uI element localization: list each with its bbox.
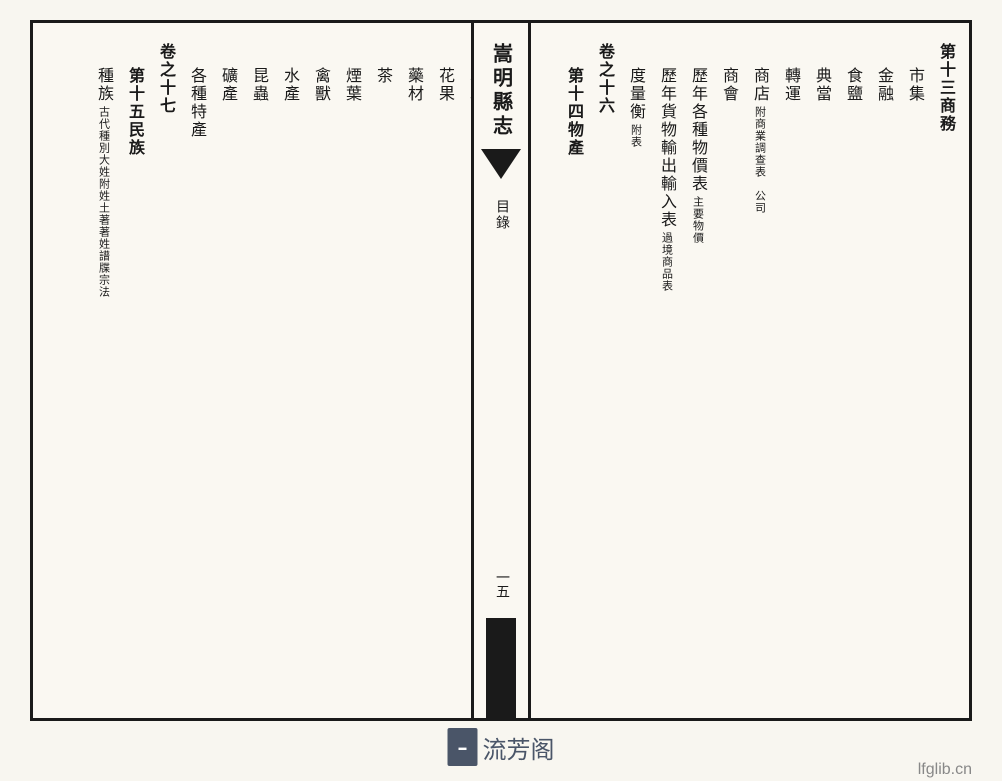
text-column: 食鹽 (838, 38, 866, 703)
column-sub-text: 古代種別大姓附姓土著著姓譜牒宗法 (98, 106, 109, 298)
text-column: 第十五民族 (120, 38, 148, 703)
column-main-text: 卷之十七 (157, 43, 173, 115)
spine-title: 嵩明縣志 (487, 43, 516, 139)
column-sub-text: 附商業調查表 公司 (754, 106, 765, 214)
column-main-text: 種族 (95, 67, 111, 103)
text-column: 昆蟲 (244, 38, 272, 703)
left-columns: 草木不知名者不載 附薪炭花果藥材茶煙葉禽獸水產昆蟲礦產各種特產卷之十七第十五民族… (43, 38, 489, 703)
spine-page-number: 一五 (491, 570, 511, 598)
spine-section: 目錄 (491, 199, 511, 231)
column-main-text: 第十五民族 (126, 67, 142, 157)
column-main-text: 食鹽 (844, 67, 860, 103)
right-columns: 第十三商務市集金融食鹽典當轉運商店附商業調查表 公司商會歷年各種物價表主要物價歷… (513, 38, 959, 703)
text-column: 第十四物產 (559, 38, 587, 703)
watermark-url: lfglib.cn (918, 761, 972, 779)
text-column: 煙葉 (337, 38, 365, 703)
spine-marker (481, 149, 521, 179)
column-main-text: 第十三商務 (937, 43, 953, 133)
left-page: 草木不知名者不載 附薪炭花果藥材茶煙葉禽獸水產昆蟲礦產各種特產卷之十七第十五民族… (30, 20, 501, 721)
column-main-text: 歷年貨物輸出輸入表 (658, 67, 674, 229)
column-main-text: 歷年各種物價表 (689, 67, 705, 193)
text-column: 典當 (807, 38, 835, 703)
column-main-text: 度量衡 (627, 67, 643, 121)
spine-bottom-bar (486, 618, 516, 718)
text-column: 歷年各種物價表主要物價 (683, 38, 711, 703)
text-column: 各種特產 (182, 38, 210, 703)
text-column: 水產 (275, 38, 303, 703)
text-column: 卷之十七 (151, 38, 179, 703)
text-column: 商店附商業調查表 公司 (745, 38, 773, 703)
column-main-text: 煙葉 (343, 67, 359, 103)
column-main-text: 典當 (813, 67, 829, 103)
watermark: ▬ 流芳阁 (448, 728, 555, 766)
text-column: 花果 (430, 38, 458, 703)
column-sub-text: 過境商品表 (661, 232, 672, 292)
text-column: 藥材 (399, 38, 427, 703)
column-main-text: 市集 (906, 67, 922, 103)
text-column: 種族古代種別大姓附姓土著著姓譜牒宗法 (89, 38, 117, 703)
watermark-text: 流芳阁 (483, 730, 555, 765)
column-main-text: 茶 (374, 67, 390, 85)
text-column: 茶 (368, 38, 396, 703)
column-main-text: 商店 (751, 67, 767, 103)
text-column: 卷之十六 (590, 38, 618, 703)
column-main-text: 水產 (281, 67, 297, 103)
text-column: 礦產 (213, 38, 241, 703)
text-column: 度量衡附表 (621, 38, 649, 703)
column-main-text: 禽獸 (312, 67, 328, 103)
text-column: 金融 (869, 38, 897, 703)
column-main-text: 藥材 (405, 67, 421, 103)
text-column: 第十三商務 (931, 38, 959, 703)
book-icon: ▬ (448, 728, 478, 766)
text-column: 轉運 (776, 38, 804, 703)
text-column: 商會 (714, 38, 742, 703)
book-spine: 嵩明縣志 目錄 一五 (471, 20, 531, 721)
column-sub-text: 附表 (630, 124, 641, 148)
column-main-text: 商會 (720, 67, 736, 103)
column-main-text: 花果 (436, 67, 452, 103)
column-main-text: 各種特產 (188, 67, 204, 139)
column-sub-text: 主要物價 (692, 196, 703, 244)
text-column: 歷年貨物輸出輸入表過境商品表 (652, 38, 680, 703)
column-main-text: 礦產 (219, 67, 235, 103)
column-main-text: 昆蟲 (250, 67, 266, 103)
column-main-text: 卷之十六 (596, 43, 612, 115)
column-main-text: 轉運 (782, 67, 798, 103)
right-page: 第十三商務市集金融食鹽典當轉運商店附商業調查表 公司商會歷年各種物價表主要物價歷… (501, 20, 972, 721)
text-column: 市集 (900, 38, 928, 703)
column-main-text: 金融 (875, 67, 891, 103)
column-main-text: 第十四物產 (565, 67, 581, 157)
text-column: 禽獸 (306, 38, 334, 703)
